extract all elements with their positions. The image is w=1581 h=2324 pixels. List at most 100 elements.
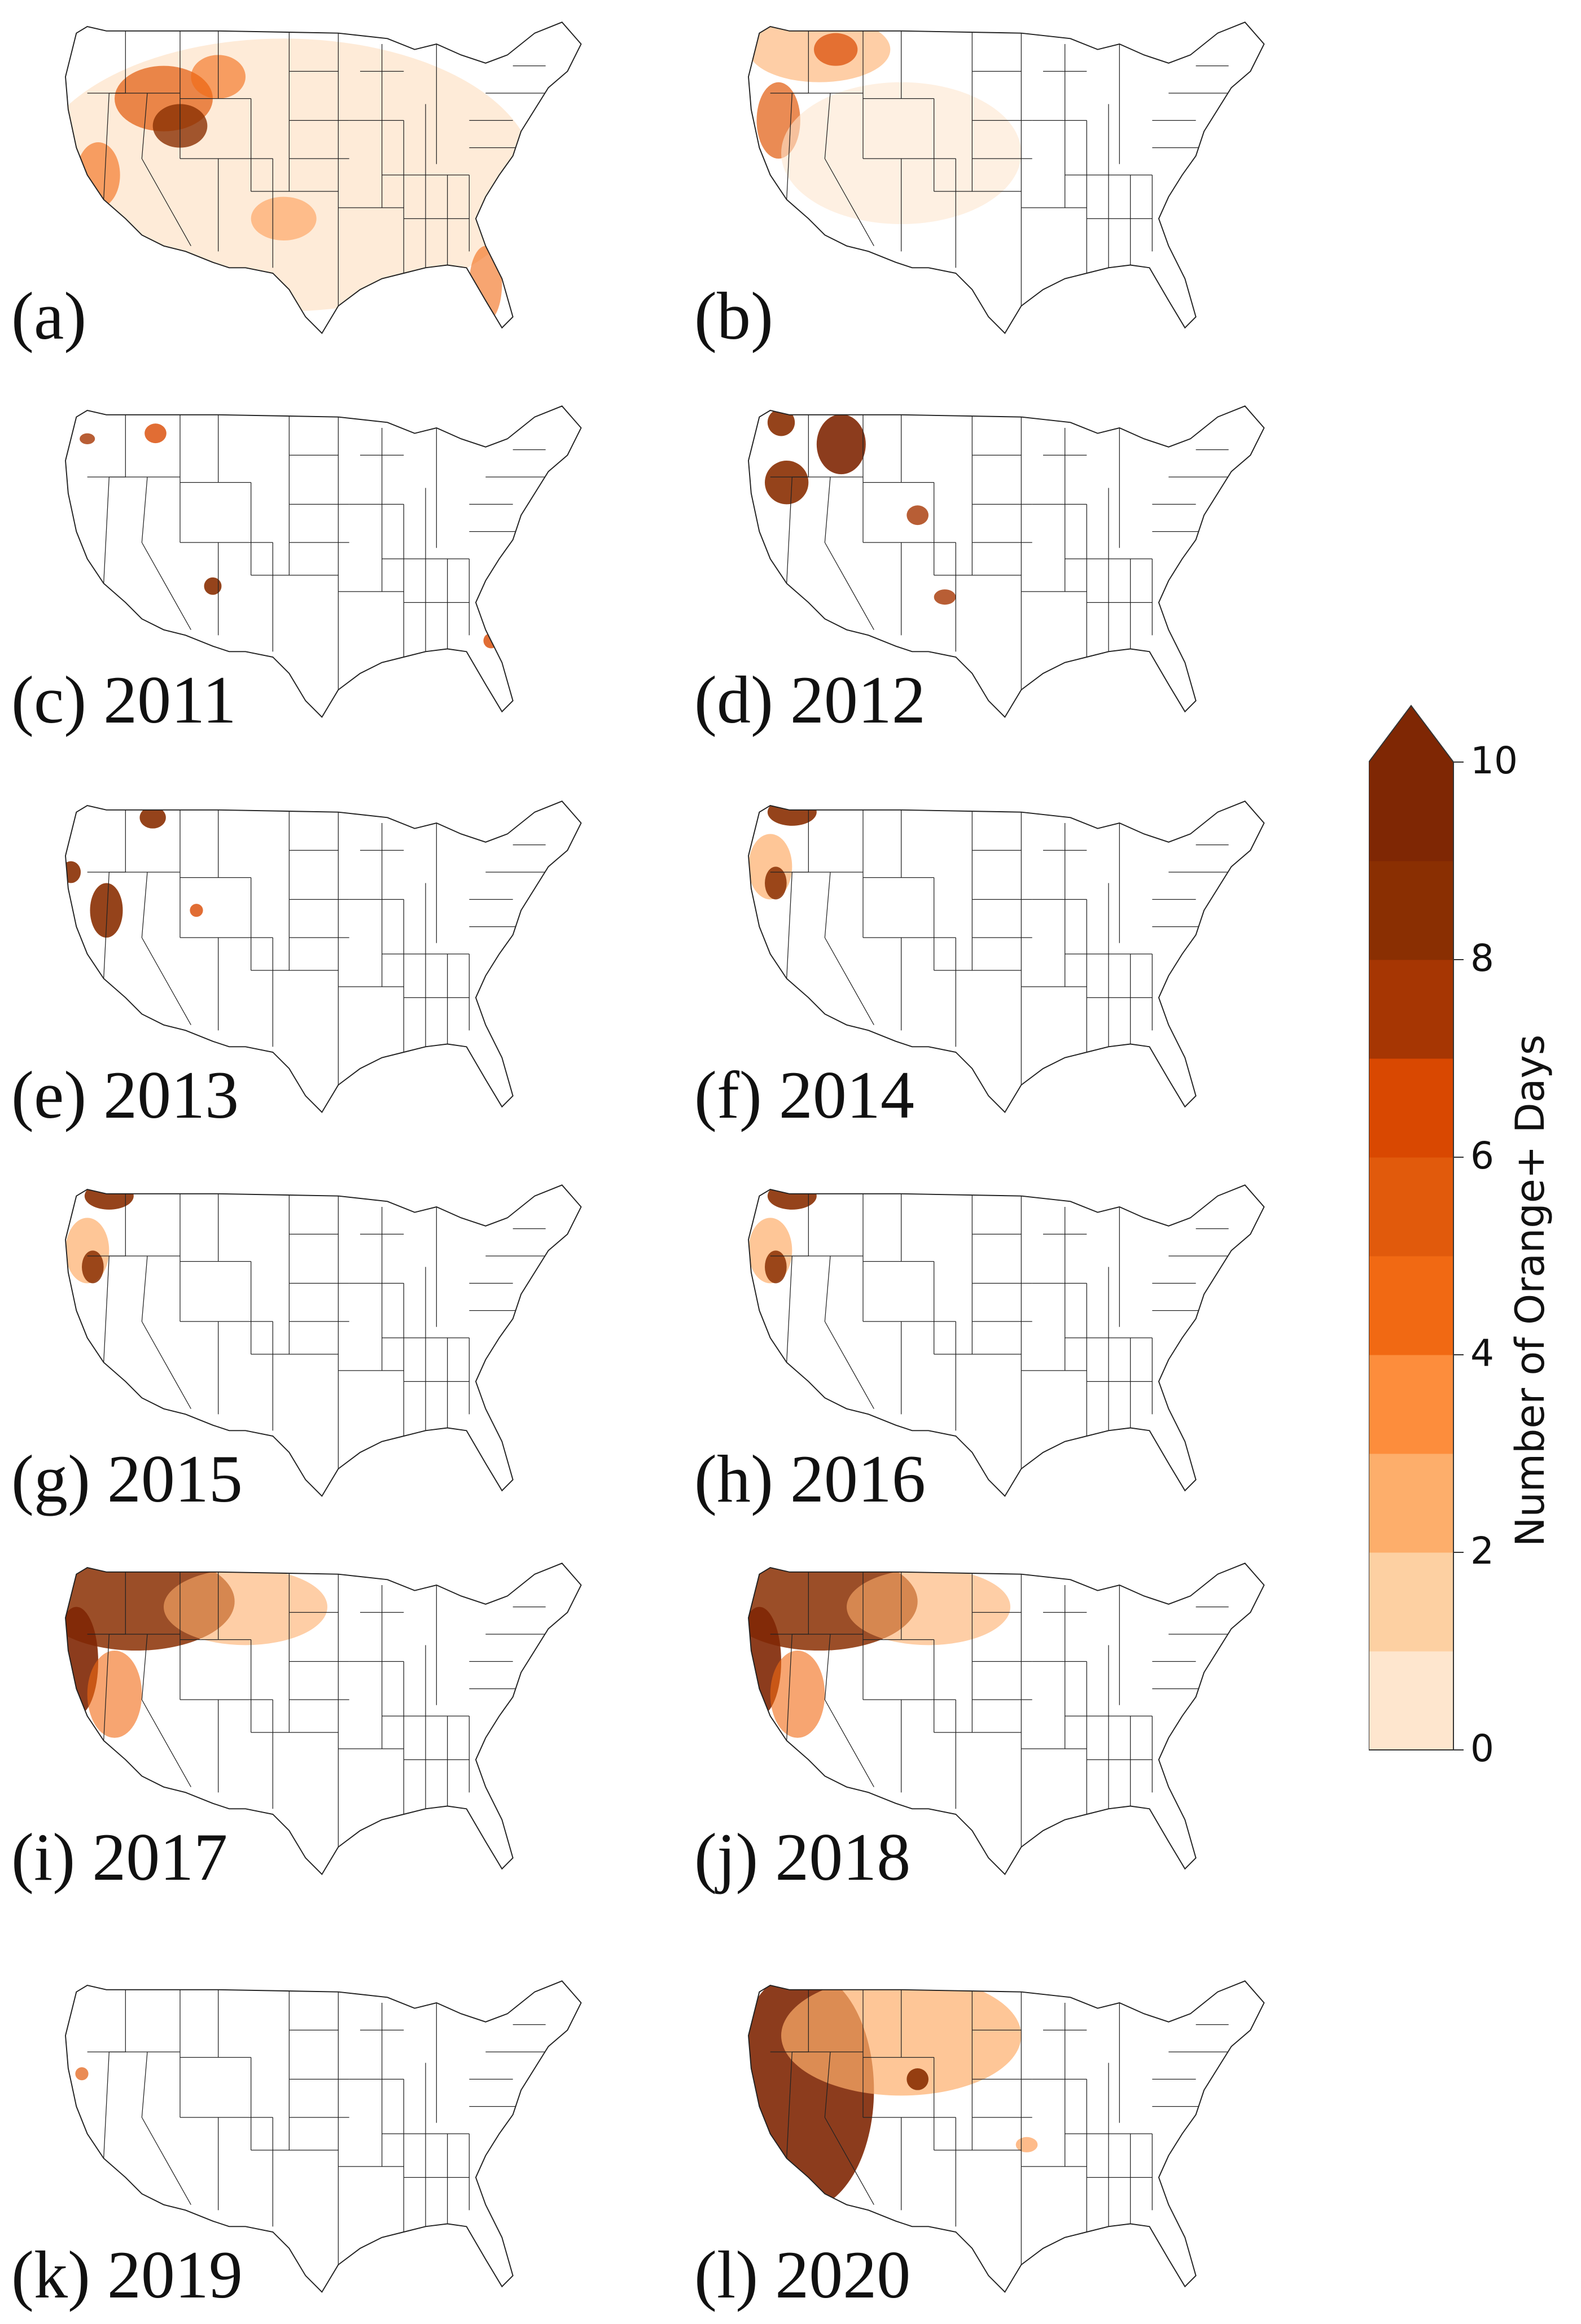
state-border xyxy=(824,2051,831,2118)
shaded-region xyxy=(765,461,809,505)
state-border xyxy=(824,937,874,1025)
panel-label: (c) 2011 xyxy=(11,662,237,737)
us-outline xyxy=(748,1184,1265,1497)
us-outline xyxy=(748,800,1265,1113)
map-panel: (a) xyxy=(0,0,666,361)
shaded-region xyxy=(82,1250,104,1284)
panel-label: (f) 2014 xyxy=(694,1057,914,1132)
state-border xyxy=(141,1321,191,1409)
panel-label: (g) 2015 xyxy=(11,1441,243,1516)
us-map xyxy=(748,405,1265,718)
panel-label: (d) 2012 xyxy=(694,662,926,737)
map-panel: (c) 2011 xyxy=(0,384,666,745)
colorbar-segment xyxy=(1369,1552,1453,1652)
state-border xyxy=(141,872,148,938)
colorbar-segment xyxy=(1369,762,1453,861)
map-panel: (k) 2019 xyxy=(0,1959,666,2320)
state-border xyxy=(141,93,148,159)
panel-label: (i) 2017 xyxy=(11,1819,228,1894)
us-outline xyxy=(65,1563,582,1875)
state-borders xyxy=(87,809,546,1085)
us-outline xyxy=(65,21,582,334)
colorbar-tick-2: 2 xyxy=(1470,1529,1494,1573)
panel-label: (l) 2020 xyxy=(694,2237,911,2312)
state-border xyxy=(824,1699,874,1787)
state-border xyxy=(141,1255,148,1322)
colorbar-segment xyxy=(1369,1157,1453,1257)
state-borders xyxy=(87,414,546,690)
map-panel: (f) 2014 xyxy=(683,779,1349,1140)
map-panel: (e) 2013 xyxy=(0,779,666,1140)
panel-label: (k) 2019 xyxy=(11,2237,243,2312)
shaded-region xyxy=(190,904,203,917)
colorbar-segment xyxy=(1369,1454,1453,1553)
us-map xyxy=(748,1184,1265,1497)
state-border xyxy=(824,93,831,159)
fire-smoke-shading xyxy=(748,1563,1010,1738)
us-map xyxy=(748,800,1265,1113)
colorbar-tick-6: 6 xyxy=(1470,1134,1494,1178)
state-border xyxy=(109,414,126,478)
colorbar-segment xyxy=(1369,861,1453,960)
state-border xyxy=(103,872,110,979)
shaded-region xyxy=(906,2068,929,2090)
shaded-region xyxy=(332,1981,366,1986)
shaded-region xyxy=(139,807,166,829)
state-border xyxy=(824,542,874,630)
shaded-region xyxy=(767,1185,817,1210)
panel-label: (h) 2016 xyxy=(694,1441,926,1516)
colorbar-segment xyxy=(1369,1256,1453,1355)
state-border xyxy=(109,1989,126,2052)
state-borders xyxy=(87,1989,546,2265)
state-border xyxy=(824,1255,831,1322)
us-outline xyxy=(748,1563,1265,1875)
us-outline xyxy=(65,800,582,1113)
shaded-region xyxy=(204,577,222,595)
shaded-region xyxy=(251,196,317,240)
state-borders xyxy=(770,414,1229,690)
panel-label: (j) 2018 xyxy=(694,1819,911,1894)
shaded-region xyxy=(144,423,167,444)
panel-label: (e) 2013 xyxy=(11,1057,239,1132)
shaded-region xyxy=(906,505,929,526)
state-border xyxy=(103,93,110,200)
state-border xyxy=(824,476,831,543)
colorbar-tick-10: 10 xyxy=(1470,739,1518,782)
colorbar-extend-arrow xyxy=(1369,706,1453,762)
fire-smoke-shading xyxy=(748,1981,1038,2211)
state-border xyxy=(824,2117,874,2205)
state-border xyxy=(103,1634,110,1741)
state-border xyxy=(786,872,792,979)
state-border xyxy=(141,542,191,630)
colorbar-segment xyxy=(1369,1355,1453,1454)
state-borders xyxy=(770,1572,1229,1847)
state-border xyxy=(141,937,191,1025)
us-map xyxy=(748,1563,1265,1875)
map-panel: (b) xyxy=(683,0,1349,361)
state-border xyxy=(141,1699,191,1787)
colorbar-frame xyxy=(1368,704,1454,1750)
fire-smoke-shading xyxy=(65,38,535,322)
colorbar-tick-0: 0 xyxy=(1470,1727,1494,1770)
shaded-region xyxy=(814,33,858,66)
shaded-region xyxy=(75,2067,89,2081)
panel-label: (b) xyxy=(694,278,773,353)
map-panel: (h) 2016 xyxy=(683,1163,1349,1524)
fire-smoke-shading xyxy=(765,409,956,605)
colorbar-tick-4: 4 xyxy=(1470,1332,1494,1375)
fire-smoke-shading xyxy=(65,1563,327,1738)
shaded-region xyxy=(90,883,123,938)
shaded-region xyxy=(816,414,866,475)
state-borders xyxy=(770,30,1229,306)
colorbar-segment xyxy=(1369,1651,1453,1750)
state-border xyxy=(103,2051,110,2159)
state-border xyxy=(141,2117,191,2205)
shaded-region xyxy=(65,861,81,883)
state-border xyxy=(786,476,792,584)
map-panel: (j) 2018 xyxy=(683,1541,1349,1902)
colorbar: 0 2 4 6 8 10 Number of Orange+ Days xyxy=(1368,700,1581,1767)
shaded-region xyxy=(87,1651,142,1738)
state-borders xyxy=(87,1572,546,1847)
us-outline xyxy=(65,1184,582,1497)
us-outline xyxy=(748,1980,1265,2293)
